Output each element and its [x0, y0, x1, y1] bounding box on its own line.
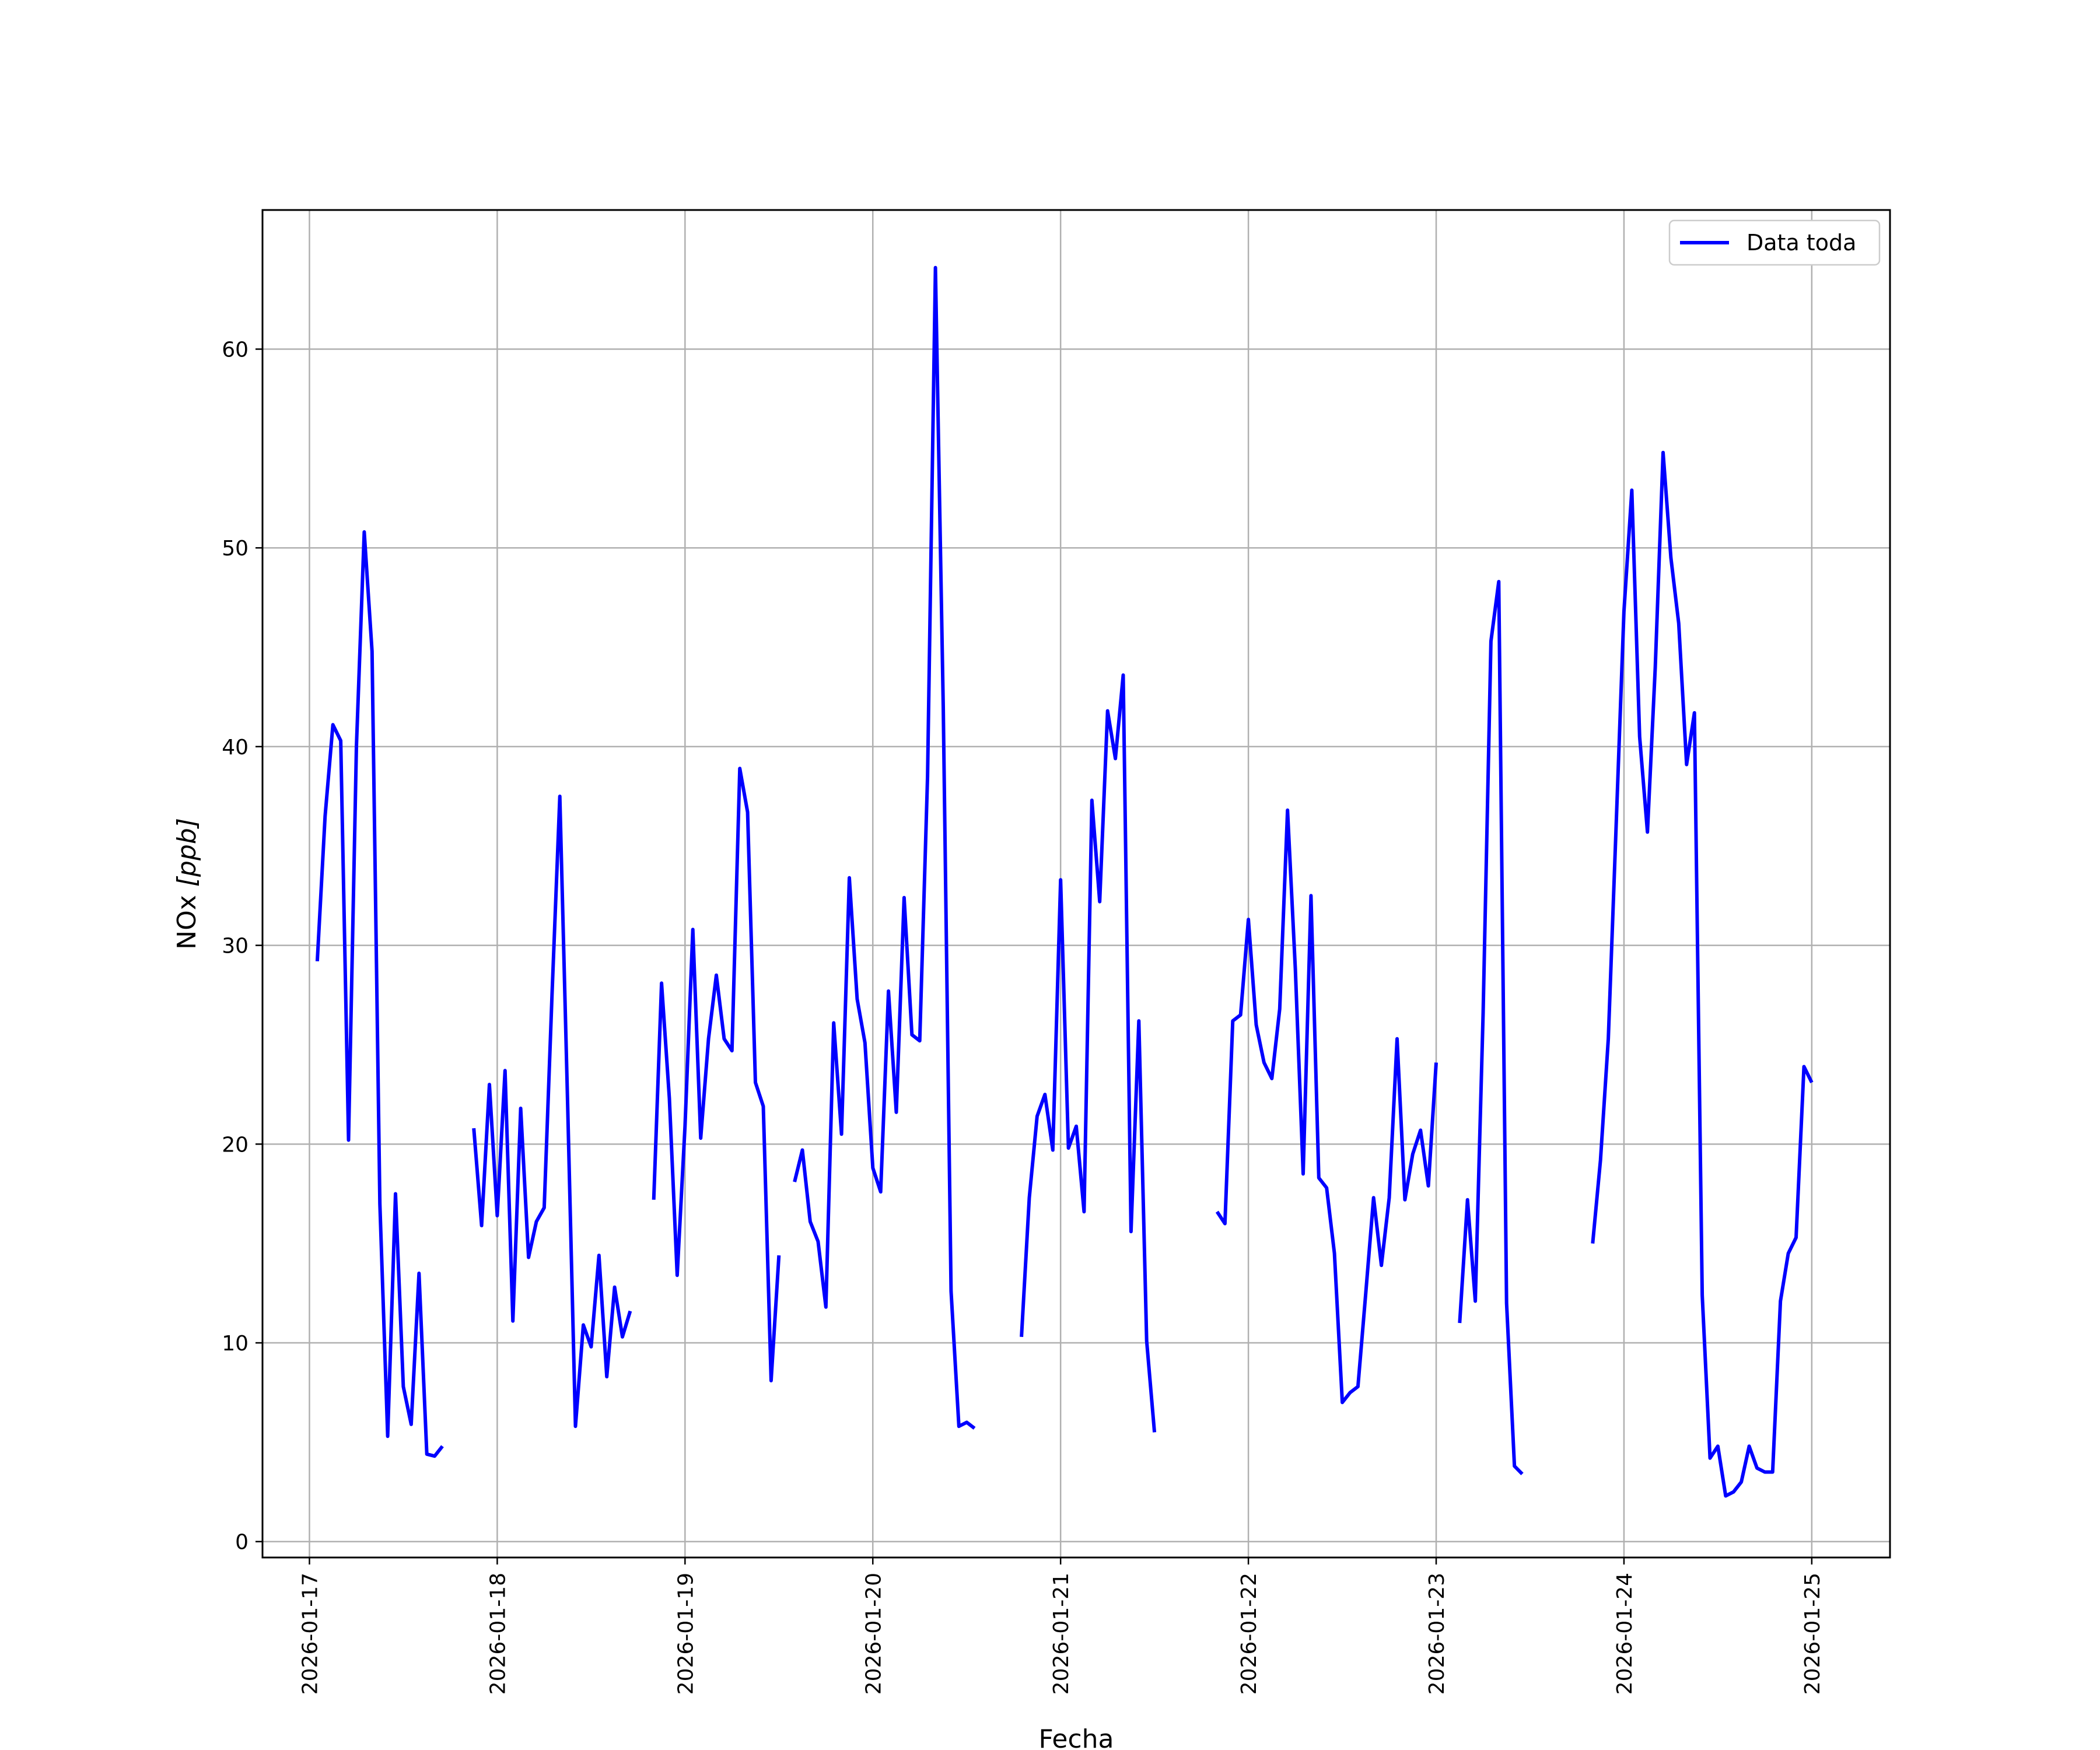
x-axis: 2026-01-17 2026-01-18 2026-01-19 2026-01-20… — [298, 1558, 1825, 1695]
series-data-toda — [315, 265, 1814, 1498]
y-axis: 0 10 20 30 40 50 60 — [222, 338, 262, 1555]
y-tick-label: 60 — [222, 338, 249, 362]
y-axis-label-unit: [ppb] — [172, 818, 202, 887]
series-line-segment-3 — [652, 766, 781, 1382]
x-tick-label: 2026-01-23 — [1425, 1573, 1449, 1695]
x-tick-label: 2026-01-22 — [1237, 1573, 1261, 1695]
y-tick-label: 50 — [222, 537, 249, 561]
plot-frame — [261, 209, 1891, 1559]
series-line-segment-4 — [793, 265, 976, 1430]
y-tick-label: 0 — [235, 1531, 249, 1555]
x-tick-label: 2026-01-25 — [1801, 1573, 1825, 1695]
legend-label: Data toda — [1746, 230, 1856, 256]
y-axis-label: NOx [ppb] — [172, 818, 202, 950]
series-line-segment-8 — [1591, 450, 1814, 1498]
x-tick-label: 2026-01-18 — [486, 1573, 510, 1695]
x-tick-label: 2026-01-20 — [862, 1573, 886, 1695]
y-tick-label: 20 — [222, 1133, 249, 1157]
y-tick-label: 10 — [222, 1332, 249, 1356]
series-line-segment-6 — [1215, 808, 1438, 1405]
y-axis-label-main: NOx — [172, 887, 202, 950]
y-tick-label: 30 — [222, 935, 249, 958]
x-tick-label: 2026-01-17 — [298, 1573, 322, 1695]
grid-lines — [262, 210, 1890, 1558]
legend: Data toda — [1668, 219, 1881, 266]
series-line-segment-5 — [1020, 673, 1157, 1433]
x-axis-label: Fecha — [1038, 1724, 1114, 1750]
plot-area — [262, 210, 1890, 1558]
x-tick-label: 2026-01-19 — [674, 1573, 698, 1695]
series-line-segment-1 — [315, 530, 444, 1458]
y-tick-label: 40 — [222, 736, 249, 760]
series-line-segment-2 — [472, 794, 632, 1429]
legend-box — [1668, 219, 1881, 266]
x-tick-label: 2026-01-24 — [1613, 1573, 1637, 1695]
x-tick-label: 2026-01-21 — [1049, 1573, 1073, 1695]
series-line-segment-7 — [1458, 580, 1524, 1476]
